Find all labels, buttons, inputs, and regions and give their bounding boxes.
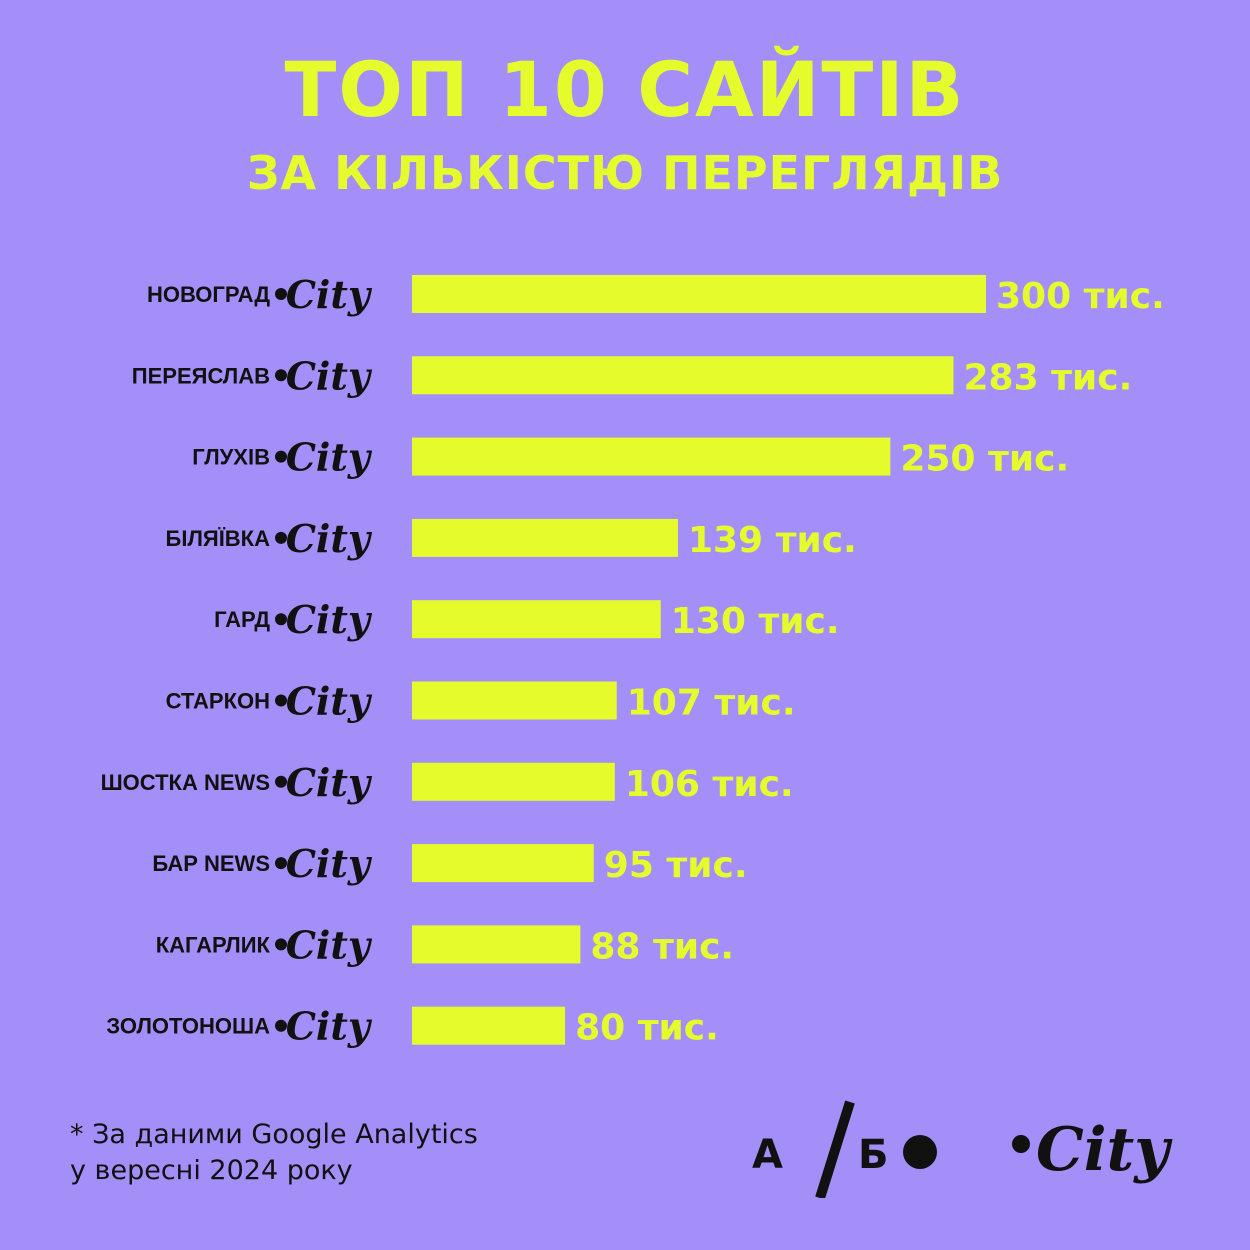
chart-title: ТОП 10 САЙТІВ [284, 45, 966, 134]
logo-dot [275, 857, 287, 870]
category-label: КАГАРЛИК [156, 932, 271, 957]
logo-dot [275, 694, 287, 707]
city-logo-suffix: City [286, 760, 373, 805]
bar [412, 762, 615, 801]
bar-value-label: 139 тис. [688, 520, 857, 561]
logo-dot [275, 1019, 287, 1032]
bar [412, 681, 617, 720]
city-logo: City [1012, 1115, 1173, 1185]
bar-value-label: 300 тис. [996, 276, 1165, 317]
logo-dot [275, 775, 287, 788]
bar-value-label: 130 тис. [671, 601, 840, 642]
bar [412, 518, 678, 557]
ab-logo-letter-b: Б [858, 1132, 889, 1178]
logo-dot [275, 613, 287, 626]
logo-dot [275, 531, 287, 544]
city-logo-dot [1012, 1135, 1030, 1153]
bar [412, 275, 986, 313]
category-label: ПЕРЕЯСЛАВ [132, 363, 270, 388]
logo-dot [275, 288, 287, 300]
ab-logo-dot [903, 1135, 937, 1169]
footnote: * За даними Google Analytics у вересні 2… [70, 1117, 478, 1189]
bar-value-label: 250 тис. [900, 439, 1069, 480]
city-logo-suffix: City [286, 841, 373, 886]
category-label: ШОСТКА NEWS [101, 770, 270, 795]
city-logo-suffix: City [286, 272, 373, 317]
bar [412, 925, 581, 964]
bar [412, 356, 954, 395]
footnote-line-2: у вересні 2024 року [70, 1155, 353, 1186]
bar-value-label: 107 тис. [627, 683, 796, 724]
category-label: ГАРД [214, 607, 270, 632]
footnote-line-1: * За даними Google Analytics [70, 1119, 478, 1150]
city-logo-text: City [1036, 1115, 1173, 1185]
bar [412, 844, 594, 883]
city-logo-suffix: City [286, 1004, 373, 1049]
logo-dot [275, 450, 287, 463]
category-label: НОВОГРАД [147, 282, 270, 307]
category-label: ГЛУХІВ [192, 445, 270, 470]
city-logo-suffix: City [286, 597, 373, 642]
bar [412, 600, 661, 639]
ab-logo-slash [815, 1100, 855, 1198]
city-logo-suffix: City [286, 435, 373, 480]
bar-value-label: 88 тис. [590, 926, 734, 967]
bar-value-label: 80 тис. [575, 1008, 719, 1049]
bar-value-label: 283 тис. [963, 357, 1132, 398]
bar-value-label: 95 тис. [604, 845, 748, 886]
category-label: БАР NEWS [152, 851, 270, 876]
bar [412, 1006, 566, 1045]
bar [412, 437, 891, 476]
chart-subtitle: ЗА КІЛЬКІСТЮ ПЕРЕГЛЯДІВ [246, 146, 1004, 200]
ab-logo-letter-a: А [752, 1132, 783, 1178]
city-logo-suffix: City [286, 922, 373, 967]
city-logo-suffix: City [286, 516, 373, 561]
city-logo-suffix: City [286, 353, 373, 398]
ab-logo: А Б [752, 1100, 937, 1198]
bar-chart: 300 тис. City НОВОГРАД 283 тис. City ПЕРЕЯСЛА… [101, 272, 1165, 1049]
category-label: СТАРКОН [166, 689, 270, 714]
city-logo-suffix: City [286, 679, 373, 724]
logo-dot [275, 369, 287, 382]
category-label: БІЛЯЇВКА [166, 526, 271, 551]
category-label: ЗОЛОТОНОША [106, 1014, 270, 1039]
bar-value-label: 106 тис. [625, 764, 794, 805]
logo-dot [275, 938, 287, 951]
